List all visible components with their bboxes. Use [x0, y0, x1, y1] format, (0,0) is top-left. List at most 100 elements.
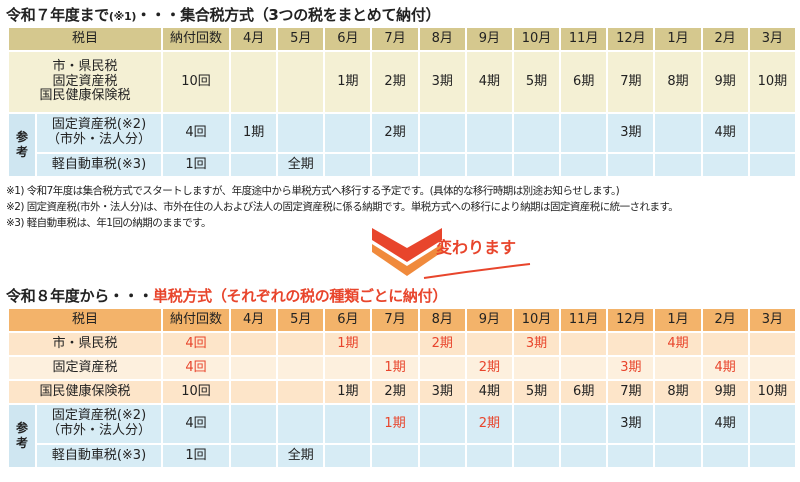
- period-cell: [419, 357, 465, 379]
- reference-label: 参考: [9, 114, 35, 176]
- period-cell: 全期: [278, 154, 324, 176]
- tax-name-cell-line: （市外・法人分）: [47, 132, 152, 147]
- tax-name-cell: 固定資産税(※2) （市外・法人分）: [37, 405, 162, 443]
- table1-combined-row: 市・県民税 固定資産税 国民健康保険税 10回 1期 2期 3期 4期 5期 6期 7期 8期 9期 10…: [9, 52, 795, 112]
- header-month: 7月: [372, 309, 418, 331]
- period-cell: [513, 114, 560, 152]
- period-cell: [749, 405, 795, 443]
- header-month: 10月: [513, 28, 560, 50]
- count-cell: 1回: [163, 154, 230, 176]
- period-cell: [466, 333, 512, 355]
- period-cell: [231, 333, 277, 355]
- period-cell: [513, 357, 560, 379]
- header-month: 6月: [325, 309, 371, 331]
- header-month: 11月: [561, 28, 607, 50]
- period-cell: 10期: [749, 52, 795, 112]
- table2-tax-row: 市・県民税 4回 1期 2期 3期 4期: [9, 333, 795, 355]
- period-cell: 2期: [466, 357, 512, 379]
- footnote-2: ※2) 固定資産税(市外・法人分)は、市外在住の人および法人の固定資産税に係る納…: [6, 201, 679, 213]
- period-cell: [466, 114, 512, 152]
- period-cell: 3期: [419, 381, 465, 403]
- period-cell: [608, 333, 654, 355]
- period-cell: 5期: [513, 52, 560, 112]
- header-month: 7月: [372, 28, 418, 50]
- period-cell: [278, 357, 324, 379]
- period-cell: [231, 357, 277, 379]
- period-cell: [231, 405, 277, 443]
- period-cell: 1期: [372, 405, 418, 443]
- period-cell: [419, 445, 465, 467]
- period-cell: 2期: [419, 333, 465, 355]
- count-cell: 4回: [163, 114, 230, 152]
- period-cell: 5期: [513, 381, 560, 403]
- down-arrow-icon: [372, 228, 442, 276]
- period-cell: 4期: [655, 333, 701, 355]
- period-cell: 1期: [325, 52, 371, 112]
- section2-title-red: 単税方式（それぞれの税の種類ごとに納付）: [153, 287, 448, 305]
- section1-note-ref: (※1): [108, 10, 137, 23]
- header-month: 3月: [749, 309, 795, 331]
- period-cell: [513, 154, 560, 176]
- period-cell: 全期: [278, 445, 324, 467]
- period-cell: [278, 333, 324, 355]
- period-cell: 8期: [655, 381, 701, 403]
- period-cell: [655, 445, 701, 467]
- section1-title: 令和７年度まで: [6, 6, 109, 24]
- period-cell: 4期: [702, 114, 748, 152]
- period-cell: [231, 154, 277, 176]
- tax-name-cell-line: （市外・法人分）: [47, 423, 152, 438]
- schedule-table-new: 税目 納付回数 4月 5月 6月 7月 8月 9月 10月 11月 12月 1月 2月 3月 市・県民税 4…: [7, 307, 797, 469]
- period-cell: [561, 333, 607, 355]
- period-cell: [325, 154, 371, 176]
- period-cell: [749, 357, 795, 379]
- table2-reference-row: 参考固定資産税(※2) （市外・法人分） 4回 1期 2期 3期 4期: [9, 405, 795, 467]
- period-cell: 3期: [513, 333, 560, 355]
- period-cell: 3期: [608, 114, 654, 152]
- period-cell: [702, 445, 748, 467]
- tax-name-cell: 市・県民税 固定資産税 国民健康保険税: [9, 52, 162, 112]
- header-month: 9月: [466, 28, 512, 50]
- period-cell: 2期: [372, 52, 418, 112]
- period-cell: [702, 154, 748, 176]
- period-cell: [278, 405, 324, 443]
- period-cell: 1期: [325, 333, 371, 355]
- tax-name-cell-line: 固定資産税(※2): [51, 408, 147, 424]
- period-cell: [561, 114, 607, 152]
- footnote-3: ※3) 軽自動車税は、年1回の納期のままです。: [6, 217, 211, 229]
- header-month: 2月: [702, 309, 748, 331]
- reference-label-line: 考: [15, 145, 28, 159]
- header-month: 6月: [325, 28, 371, 50]
- footnotes: ※1) 令和7年度は集合税方式でスタートしますが、年度途中から単税方式へ移行する…: [6, 183, 679, 231]
- period-cell: 4期: [702, 357, 748, 379]
- table1-reference-row: 軽自動車税(※3) 1回 全期: [9, 154, 795, 176]
- header-month: 4月: [231, 309, 277, 331]
- header-month: 9月: [466, 309, 512, 331]
- period-cell: [749, 154, 795, 176]
- tax-name-cell: 固定資産税: [9, 357, 162, 379]
- tax-name-cell-line: 軽自動車税(※3): [51, 447, 147, 463]
- table2-reference-row: 軽自動車税(※3) 1回 全期: [9, 445, 795, 467]
- period-cell: [325, 114, 371, 152]
- header-month: 1月: [655, 28, 701, 50]
- period-cell: [419, 114, 465, 152]
- period-cell: 6期: [561, 52, 607, 112]
- tax-name-cell-line: 軽自動車税(※3): [51, 156, 147, 172]
- period-cell: 2期: [372, 114, 418, 152]
- period-cell: [608, 445, 654, 467]
- period-cell: 2期: [372, 381, 418, 403]
- period-cell: [278, 114, 324, 152]
- table1-header-row: 税目 納付回数 4月 5月 6月 7月 8月 9月 10月 11月 12月 1月 2月 3月: [9, 28, 795, 50]
- count-cell: 1回: [163, 445, 230, 467]
- period-cell: [372, 333, 418, 355]
- period-cell: [278, 52, 324, 112]
- period-cell: [561, 405, 607, 443]
- tax-name-cell: 市・県民税: [9, 333, 162, 355]
- count-cell: 4回: [163, 357, 230, 379]
- tax-name-cell-line: 市・県民税: [52, 58, 118, 74]
- section1-heading: 令和７年度まで(※1)・・・集合税方式（3つの税をまとめて納付）: [6, 4, 441, 25]
- period-cell: [655, 405, 701, 443]
- tax-name-cell: 軽自動車税(※3): [37, 154, 162, 176]
- period-cell: [466, 154, 512, 176]
- period-cell: 7期: [608, 381, 654, 403]
- table2-tax-row: 固定資産税 4回 1期 2期 3期 4期: [9, 357, 795, 379]
